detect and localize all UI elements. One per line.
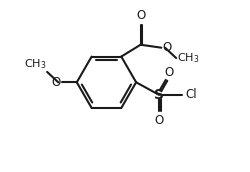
Text: O: O <box>164 66 173 79</box>
Text: CH$_3$: CH$_3$ <box>177 51 200 65</box>
Text: O: O <box>163 41 172 54</box>
Text: O: O <box>136 9 145 23</box>
Text: CH$_3$: CH$_3$ <box>24 57 46 71</box>
Text: S: S <box>154 88 164 102</box>
Text: Cl: Cl <box>185 88 197 101</box>
Text: O: O <box>154 114 164 127</box>
Text: O: O <box>51 76 60 89</box>
